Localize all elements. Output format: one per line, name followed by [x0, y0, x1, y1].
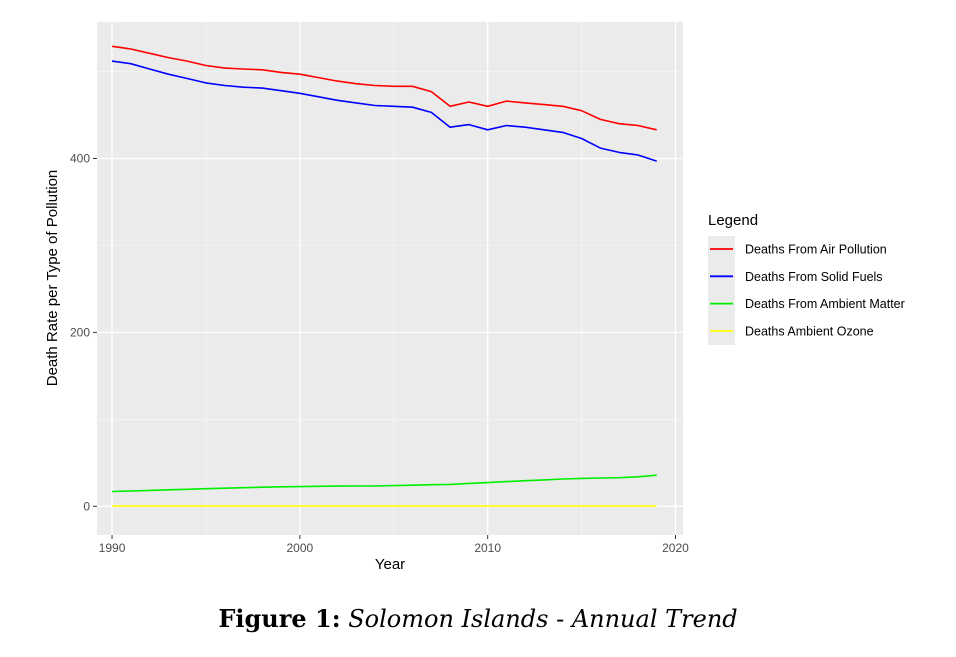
x-tick-label: 2010 [474, 541, 501, 555]
y-tick-label: 0 [83, 499, 90, 513]
x-axis-title: Year [375, 556, 405, 573]
legend-key-background [708, 236, 735, 345]
series-line-1 [111, 45, 657, 131]
y-tick-label: 200 [70, 325, 90, 339]
x-tick-label: 1990 [99, 541, 126, 555]
legend-label-4: Deaths Ambient Ozone [745, 324, 874, 338]
series-line-2 [111, 60, 657, 162]
x-tick-label: 2000 [286, 541, 313, 555]
legend-label-3: Deaths From Ambient Matter [745, 297, 905, 311]
caption-label: Figure 1: [218, 604, 341, 633]
series-lines [111, 45, 657, 507]
legend-label-1: Deaths From Air Pollution [745, 243, 887, 257]
plot-panel [97, 22, 683, 535]
legend-label-2: Deaths From Solid Fuels [745, 270, 883, 284]
series-line-3 [111, 474, 657, 493]
grid-minor [97, 22, 683, 535]
legend-items: Deaths From Air Pollution Deaths From Sol… [708, 236, 905, 345]
figure-caption: Figure 1: Solomon Islands - Annual Trend [0, 604, 956, 633]
legend-title: Legend [708, 212, 758, 229]
caption-text: Solomon Islands - Annual Trend [348, 605, 738, 633]
x-tick-label: 2020 [662, 541, 689, 555]
axis-ticks [93, 158, 676, 539]
chart: 1990 2000 2010 2020 0 200 400 Year Death Rate … [44, 22, 905, 573]
y-axis-title: Death Rate per Type of Pollution [44, 170, 61, 387]
tick-labels: 1990 2000 2010 2020 0 200 400 [70, 152, 689, 555]
y-tick-label: 400 [70, 152, 90, 166]
